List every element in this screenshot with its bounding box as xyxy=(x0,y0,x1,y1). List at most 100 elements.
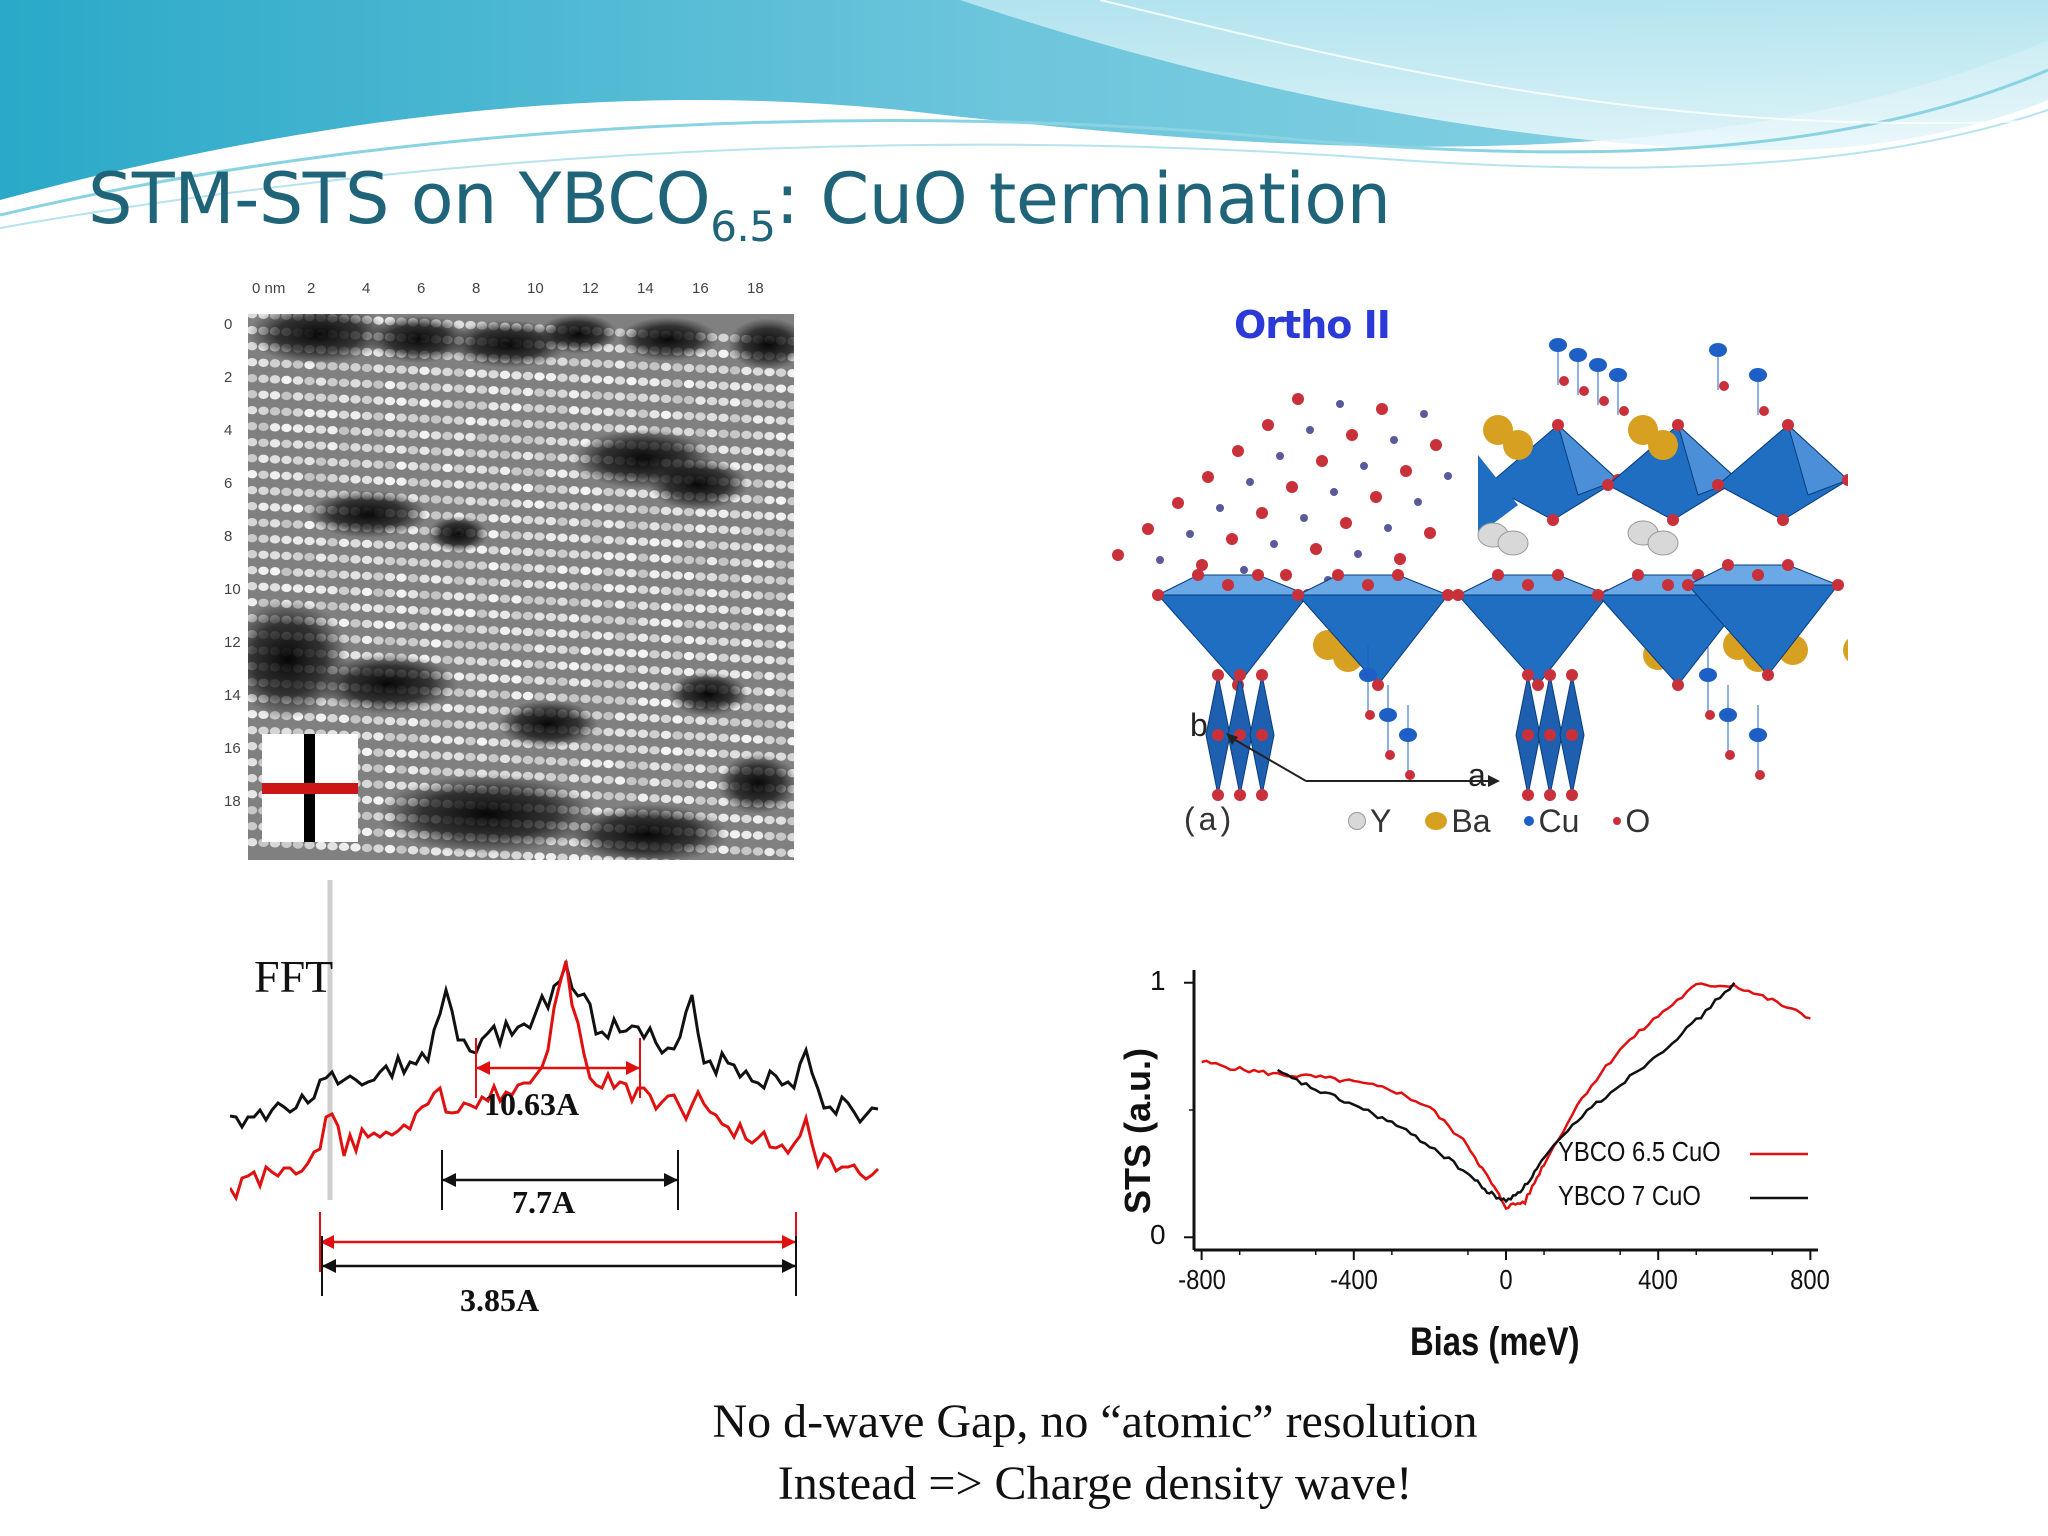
arrow-10-63 xyxy=(475,1038,641,1098)
crystal-structure-diagram xyxy=(1112,338,1848,801)
fft-distance-arrows xyxy=(319,1038,797,1296)
legend-ba: Ba xyxy=(1425,803,1490,840)
atom-row xyxy=(248,726,794,762)
stm-x-tick: 14 xyxy=(637,280,654,297)
atom-row xyxy=(248,374,794,410)
lattice-axes xyxy=(1226,733,1500,787)
upper-chain-atoms xyxy=(1549,338,1769,416)
legend-cu: Cu xyxy=(1524,803,1579,840)
dark-defect xyxy=(308,490,428,538)
fft-profile-plot xyxy=(230,880,880,1296)
legend-y: Y xyxy=(1348,803,1391,840)
caption-line-1: No d-wave Gap, no “atomic” resolution xyxy=(712,1395,1478,1448)
sts-x-tick-label: -800 xyxy=(1177,1264,1226,1295)
dark-defect xyxy=(428,516,488,552)
sts-series-line xyxy=(1277,981,1736,1204)
stm-y-tick: 10 xyxy=(224,581,241,598)
yttrium-swatch xyxy=(1348,812,1366,830)
legend-entry-ybco-6-5: YBCO 6.5 CuO xyxy=(1558,1136,1721,1167)
stm-x-tick: 2 xyxy=(307,280,316,297)
atom-row xyxy=(248,582,794,618)
caption-line-2: Instead => Charge density wave! xyxy=(777,1457,1413,1510)
stm-y-tick: 14 xyxy=(224,687,241,704)
stm-x-tick: 6 xyxy=(417,280,426,297)
stm-y-tick: 12 xyxy=(224,634,241,651)
stm-image-panel: 0 nm 2 4 6 8 10 12 14 16 18 0 2 4 6 8 10 12 14 16 18 xyxy=(186,262,800,862)
atom-row xyxy=(248,550,794,586)
cuo2-plane-pyramids xyxy=(1152,559,1844,691)
crystal-title: Ortho II xyxy=(1234,303,1391,347)
arrow-3-85-red xyxy=(319,1212,797,1272)
stm-y-axis: 0 2 4 6 8 10 12 14 16 18 xyxy=(186,262,246,862)
fft-distance-10-63: 10.63A xyxy=(484,1086,580,1122)
dark-defect xyxy=(568,804,728,860)
stm-x-tick: 10 xyxy=(527,280,544,297)
fft-label: FFT xyxy=(254,951,334,1002)
arrow-3-85-black xyxy=(321,1236,797,1296)
marker-horizontal-line xyxy=(262,783,358,794)
sts-x-tick-label: 0 xyxy=(1499,1264,1513,1295)
stm-x-tick: 0 nm xyxy=(252,280,286,297)
axis-b-label: b xyxy=(1190,707,1208,743)
barium-swatch xyxy=(1425,812,1448,830)
dark-defect xyxy=(538,314,618,354)
stm-y-tick: 18 xyxy=(224,793,241,810)
atom-row xyxy=(248,358,794,394)
stm-x-tick: 12 xyxy=(582,280,599,297)
sts-y-tick-label: 1 xyxy=(1150,964,1166,996)
sts-x-tick-labels: -800 -400 0 400 800 xyxy=(1088,940,1830,1380)
fft-distance-7-7: 7.7A xyxy=(512,1184,576,1220)
stm-y-tick: 16 xyxy=(224,740,241,757)
oxygen-swatch xyxy=(1613,817,1622,825)
atom-row xyxy=(248,390,794,426)
scan-direction-marker xyxy=(262,734,358,842)
dark-defect xyxy=(248,314,388,364)
dark-defect xyxy=(648,458,748,510)
dark-defect xyxy=(368,315,468,363)
stm-y-tick: 4 xyxy=(224,422,233,439)
stm-x-axis: 0 nm 2 4 6 8 10 12 14 16 18 xyxy=(186,262,800,302)
stm-x-tick: 18 xyxy=(747,280,764,297)
crystal-structure-panel: Ortho II b a (a) Y Ba Cu O xyxy=(1088,303,1848,845)
atomic-plane-lattice xyxy=(1112,393,1452,591)
legend-entry-ybco-7: YBCO 7 CuO xyxy=(1558,1180,1701,1211)
upper-pyramid-layer xyxy=(1478,419,1848,545)
sts-series-line xyxy=(1201,982,1811,1210)
sts-legend xyxy=(1750,1152,1808,1200)
fft-panel: FFT 10.63A 7.7A 3.85A xyxy=(230,880,890,1320)
dark-defect xyxy=(718,754,794,814)
dark-defect xyxy=(448,320,568,368)
fft-distance-3-85: 3.85A xyxy=(460,1282,540,1318)
header-wave xyxy=(0,0,2048,229)
atom-row xyxy=(248,566,794,602)
sts-chart xyxy=(1184,970,1818,1260)
fft-trace-black xyxy=(230,958,879,1130)
sts-x-axis-label: Bias (meV) xyxy=(1410,1320,1580,1364)
stm-y-tick: 2 xyxy=(224,369,233,386)
atom-row xyxy=(248,422,794,458)
dark-defect xyxy=(318,654,458,714)
fft-trace-red xyxy=(230,960,880,1202)
slide-title: STM-STS on YBCO6.5: CuO termination xyxy=(88,158,1391,251)
lower-chain-octahedra xyxy=(1205,645,1767,801)
sts-y-axis-label: STS (a.u.) xyxy=(1117,1048,1158,1215)
sts-y-tick-label: 0 xyxy=(1150,1219,1166,1251)
sts-axes xyxy=(1184,970,1818,1260)
axis-a-label: a xyxy=(1468,757,1486,793)
stm-x-tick: 4 xyxy=(362,280,371,297)
dark-defect xyxy=(618,317,718,361)
stm-y-tick: 8 xyxy=(224,528,233,545)
sts-x-tick-label: 400 xyxy=(1638,1264,1679,1295)
sts-x-tick-label: -400 xyxy=(1329,1264,1378,1295)
copper-swatch xyxy=(1524,816,1535,826)
dark-defect xyxy=(378,774,598,854)
atom-row xyxy=(248,534,794,570)
dark-defect xyxy=(668,672,748,716)
stm-x-tick: 8 xyxy=(472,280,481,297)
yttrium-atoms xyxy=(1477,520,1679,556)
stm-y-tick: 0 xyxy=(224,316,233,333)
panel-label: (a) xyxy=(1184,801,1236,837)
